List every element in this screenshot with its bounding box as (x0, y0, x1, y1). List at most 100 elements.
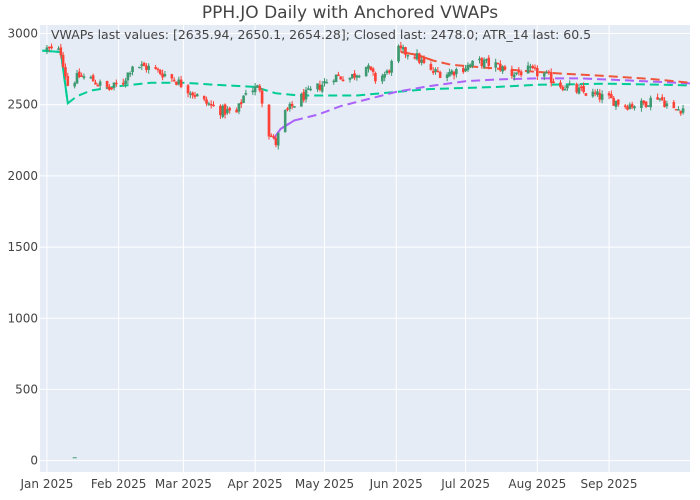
candle (124, 77, 127, 88)
y-tick-label: 0 (30, 454, 38, 468)
candle (549, 68, 553, 87)
candle (226, 106, 229, 115)
candle (244, 89, 248, 96)
candle (98, 79, 102, 90)
candle (364, 66, 368, 77)
candle (568, 80, 572, 86)
x-axis: Jan 2025 Feb 2025 Mar 2025 Apr 2025 May 2025… (20, 477, 638, 491)
x-tick-label: Jul 2025 (440, 477, 490, 491)
candle (320, 80, 324, 94)
candle (212, 101, 215, 107)
candle (276, 132, 280, 150)
candle (591, 88, 595, 98)
candle (559, 80, 562, 89)
candle (82, 73, 86, 80)
candle (644, 101, 648, 109)
candle (436, 67, 440, 73)
candle (221, 104, 225, 119)
candle (633, 105, 636, 111)
candle (337, 71, 340, 77)
candle (61, 51, 65, 69)
y-tick-label: 500 (15, 382, 38, 396)
candle (575, 82, 578, 94)
candle (205, 96, 208, 107)
candle (110, 87, 114, 91)
candle (105, 80, 109, 90)
x-tick-label: Mar 2025 (155, 477, 212, 491)
candle (510, 65, 514, 79)
x-tick-label: Apr 2025 (228, 477, 283, 491)
candle (623, 104, 627, 109)
candle (496, 62, 500, 65)
candle (66, 72, 70, 87)
candle (270, 133, 273, 138)
candle (115, 79, 118, 87)
candle (242, 95, 245, 104)
candle (258, 83, 262, 93)
candle (577, 83, 581, 95)
x-tick-label: Sep 2025 (581, 477, 638, 491)
candle (50, 43, 53, 50)
x-tick-label: Jun 2025 (369, 477, 423, 491)
candle (138, 66, 141, 69)
candle (672, 100, 676, 109)
candle (526, 61, 530, 74)
candle (195, 93, 199, 97)
candle (494, 58, 497, 72)
candle (438, 70, 442, 79)
candle (325, 79, 329, 84)
candles (45, 41, 685, 459)
candle (154, 64, 157, 70)
candle (519, 69, 523, 78)
candle (660, 94, 664, 101)
candle (179, 75, 183, 89)
y-tick-label: 2000 (7, 169, 38, 183)
vwap-line-2 (272, 77, 691, 140)
candle (228, 106, 231, 114)
candle (290, 101, 294, 110)
candle (339, 76, 343, 80)
candle (131, 65, 134, 76)
candle (128, 71, 132, 78)
candle (45, 44, 49, 55)
candle (350, 74, 354, 79)
candle (75, 70, 79, 85)
x-tick-label: May 2025 (295, 477, 354, 491)
candle (209, 100, 213, 109)
candle (531, 64, 535, 70)
candle (536, 65, 539, 81)
candle (418, 52, 421, 65)
candle (163, 70, 167, 78)
candle (381, 73, 384, 85)
candle (482, 57, 486, 70)
y-axis: 0 500 1000 1500 2000 2500 3000 (7, 27, 38, 468)
candle (542, 71, 546, 81)
candle (191, 91, 194, 99)
candle (156, 67, 160, 73)
candle (158, 69, 162, 76)
candle (616, 99, 620, 107)
candle (422, 55, 426, 65)
grid-lines (40, 25, 690, 472)
candle (665, 100, 669, 109)
candle (253, 83, 257, 96)
candle (448, 68, 451, 77)
candle (383, 71, 386, 82)
candle (434, 67, 437, 75)
candle (256, 84, 259, 88)
vwap-line-1 (42, 49, 691, 106)
candle (267, 103, 271, 140)
candle (533, 64, 537, 71)
candle (649, 95, 652, 111)
candle (348, 77, 352, 83)
candle (73, 81, 76, 89)
candle (175, 81, 178, 86)
candle (397, 44, 400, 64)
candle (334, 74, 338, 83)
candle (466, 62, 470, 73)
x-tick-label: Feb 2025 (91, 477, 147, 491)
candle (300, 92, 303, 107)
candle (64, 63, 67, 80)
candle (147, 63, 151, 74)
